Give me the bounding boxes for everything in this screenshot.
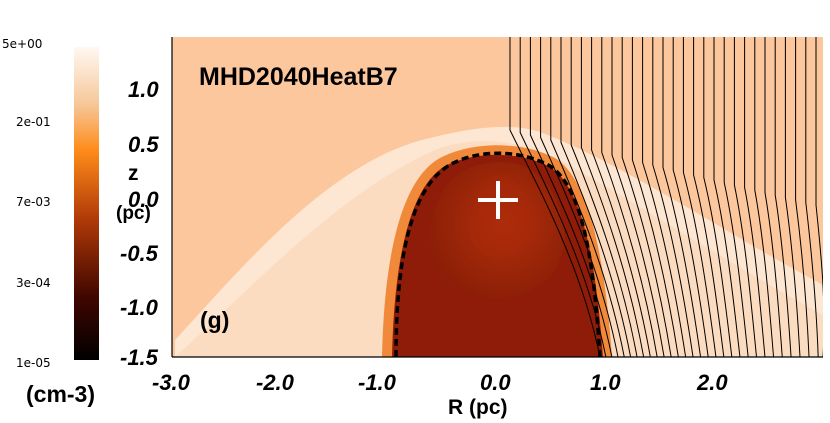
field-line [805,37,819,357]
x-tick-label: -3.0 [152,370,190,395]
x-tick-label: 1.0 [590,370,621,395]
field-line [774,37,792,357]
field-line [795,37,810,357]
x-tick-label: 0.0 [480,370,511,395]
field-line [570,37,638,357]
colorbar-tick-label: 1e-05 [16,356,51,370]
x-tick-label: -2.0 [256,370,294,395]
field-line [519,37,607,357]
field-line [733,37,758,357]
field-line [550,37,625,357]
field-line [662,37,702,357]
y-tick-label: -0.5 [120,241,158,266]
field-line [529,37,613,357]
ionization-front [394,151,602,357]
field-line [815,37,823,357]
field-line [723,37,749,357]
field-line [822,354,823,357]
field-line [713,37,741,357]
field-line [611,37,665,357]
field-line [703,37,733,357]
y-tick-label: 0.0 [128,187,159,212]
colorbar-tick-label: 3e-04 [16,276,51,290]
y-tick-label: 1.0 [128,77,159,102]
field-line [509,37,601,357]
colorbar [74,47,99,360]
colorbar-tick-label: 7e-03 [16,195,51,209]
field-line [580,37,645,357]
field-line [540,37,619,357]
field-line [560,37,632,357]
source-marker-icon [478,181,518,219]
field-line [631,37,679,357]
field-line [693,37,725,357]
x-tick-label: -1.0 [358,370,396,395]
z-axis-unit: (pc) [116,203,151,224]
core-glow [470,175,535,258]
field-line [642,37,687,357]
field-line [601,37,658,357]
panel-label: (g) [200,307,230,333]
field-line [682,37,717,357]
field-line [621,37,672,357]
field-line [764,37,783,357]
field-line [784,37,801,357]
y-tick-label: -1.5 [120,345,158,370]
x-axis-label: R (pc) [448,396,508,419]
colorbar-tick-label: 2e-01 [16,115,51,129]
y-tick-label: 0.5 [128,132,159,157]
x-tick-label: 2.0 [697,370,728,395]
z-axis-label: z [128,162,139,185]
field-line [591,37,651,357]
field-line [744,37,766,357]
magnetic-field-lines [509,37,823,357]
y-tick-label: -1.0 [120,295,158,320]
field-line [672,37,709,357]
colorbar-unit: (cm-3) [26,381,96,407]
field-line [652,37,694,357]
field-line [754,37,775,357]
colorbar-tick-label: 5e+00 [2,37,43,51]
simulation-title: MHD2040HeatB7 [199,63,398,91]
